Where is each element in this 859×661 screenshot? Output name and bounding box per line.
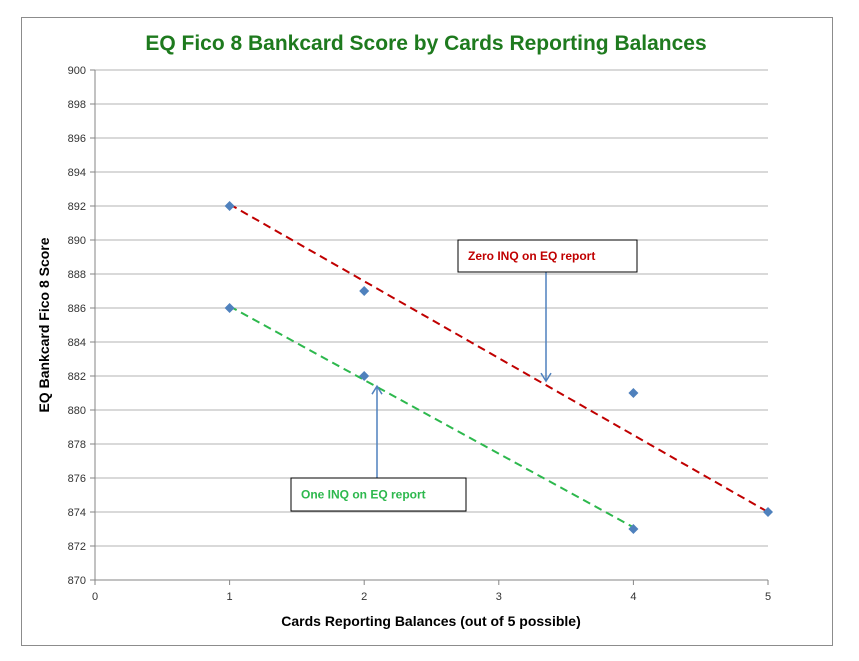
y-tick-label: 896	[68, 133, 86, 145]
x-tick-label: 4	[630, 591, 636, 603]
data-point	[224, 201, 235, 211]
chart-title: EQ Fico 8 Bankcard Score by Cards Report…	[145, 32, 706, 55]
data-point	[359, 286, 370, 296]
annotation-text: Zero INQ on EQ report	[468, 249, 595, 263]
x-tick-label: 2	[361, 591, 367, 603]
y-tick-label: 898	[68, 99, 86, 111]
x-tick-label: 0	[92, 591, 98, 603]
arrowhead-icon	[540, 372, 552, 383]
x-axis-label: Cards Reporting Balances (out of 5 possi…	[281, 613, 581, 629]
data-point	[628, 388, 639, 398]
y-tick-label: 900	[68, 65, 86, 77]
y-axis-label: EQ Bankcard Fico 8 Score	[36, 237, 52, 412]
y-tick-label: 872	[68, 541, 86, 553]
annotation-text: One INQ on EQ report	[301, 488, 426, 502]
y-tick-label: 884	[68, 337, 86, 349]
data-point	[628, 524, 639, 534]
annotation-box	[457, 239, 638, 273]
data-points	[224, 201, 773, 534]
trendlines	[229, 203, 769, 529]
trendline	[229, 305, 634, 529]
y-tick-label: 880	[68, 405, 86, 417]
data-point	[763, 507, 773, 517]
x-tick-label: 5	[765, 591, 771, 603]
gridlines	[90, 69, 769, 585]
y-tick-label: 878	[68, 439, 86, 451]
x-tick-label: 3	[496, 591, 502, 603]
x-tick-label: 1	[227, 591, 233, 603]
y-tick-label: 874	[68, 507, 86, 519]
y-tick-label: 882	[68, 371, 86, 383]
y-tick-label: 892	[68, 201, 86, 213]
annotation-box	[290, 477, 467, 512]
annotations: Zero INQ on EQ report One INQ on EQ repor…	[290, 239, 638, 512]
y-tick-label: 870	[68, 575, 86, 587]
y-tick-label: 876	[68, 473, 86, 485]
y-tick-label: 888	[68, 269, 86, 281]
x-tick-labels: 0 1 2 3 4 5	[92, 591, 771, 603]
y-tick-labels: 870 872 874 876 878 880 882 884 886 888 890 892 894 8…	[68, 65, 86, 587]
y-tick-label: 890	[68, 235, 86, 247]
data-point	[359, 371, 370, 381]
y-tick-label: 894	[68, 167, 86, 179]
arrowhead-icon	[371, 384, 383, 395]
chart-frame	[21, 17, 833, 646]
y-tick-label: 886	[68, 303, 86, 315]
data-point	[224, 303, 235, 313]
